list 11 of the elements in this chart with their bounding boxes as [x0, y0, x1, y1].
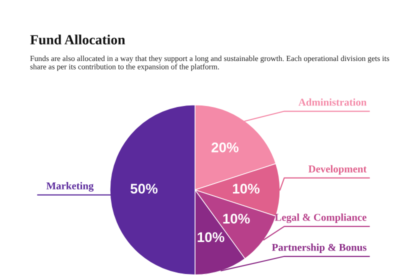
slice-label: Development: [308, 165, 367, 175]
slice-label: Legal & Compliance: [274, 214, 366, 224]
data-label: 10%: [232, 184, 260, 194]
data-label: 10%: [198, 232, 224, 242]
slice-label: Administration: [298, 98, 367, 106]
data-label: 50%: [130, 184, 158, 194]
chart-title: Fund Allocation: [30, 34, 126, 44]
slice-label: Marketing: [46, 182, 94, 192]
slice-label: Partnership & Bonus: [272, 244, 366, 253]
data-label: 20%: [212, 142, 239, 152]
data-label: 10%: [223, 214, 250, 224]
